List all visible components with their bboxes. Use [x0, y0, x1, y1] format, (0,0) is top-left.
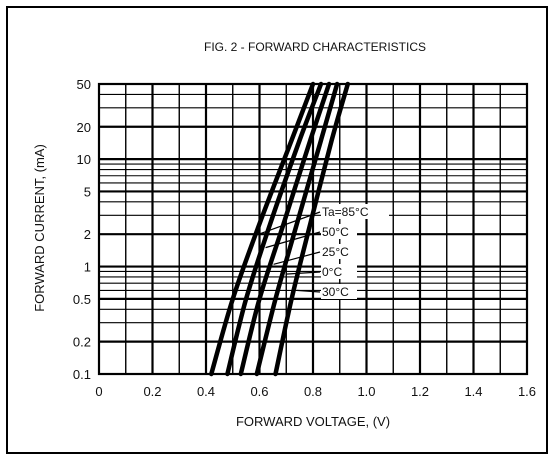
x-axis-ticks: 0 0.2 0.4 0.6 0.8 1.0 1.2 1.4 1.6	[95, 384, 536, 399]
y-tick-label: 1	[84, 260, 91, 275]
series-label: 50°C	[322, 225, 349, 239]
y-tick-label: 20	[77, 120, 91, 135]
series-label-background	[321, 284, 357, 299]
series-line-4	[273, 81, 351, 377]
x-tick-label: 0	[95, 384, 102, 399]
y-tick-label: 2	[84, 227, 91, 242]
label-leader-line	[265, 231, 321, 249]
chart-frame	[6, 6, 548, 454]
y-tick-label: 5	[84, 184, 91, 199]
x-tick-label: 0.8	[304, 384, 322, 399]
y-tick-label: 10	[77, 152, 91, 167]
label-leader-line	[258, 211, 321, 235]
x-tick-label: 1.2	[411, 384, 429, 399]
series-label-background	[321, 244, 357, 259]
series-label: 30°C	[322, 285, 349, 299]
y-tick-label: 0.1	[73, 367, 91, 382]
x-tick-label: 1.6	[518, 384, 536, 399]
x-tick-label: 0.4	[197, 384, 215, 399]
series-label-background	[321, 264, 357, 279]
label-leader-line	[285, 271, 321, 275]
series-label: 0°C	[322, 265, 342, 279]
series-lines	[209, 81, 351, 377]
y-tick-label: 0.2	[73, 335, 91, 350]
chart-title: FIG. 2 - FORWARD CHARACTERISTICS	[204, 40, 426, 54]
x-tick-label: 0.6	[250, 384, 268, 399]
series-line-0	[209, 81, 316, 377]
series-labels: Ta=85°C 50°C 25°C 0°C 30°C	[321, 204, 389, 299]
series-label-background	[321, 224, 357, 239]
x-axis-label: FORWARD VOLTAGE, (V)	[236, 414, 390, 429]
label-leaders	[258, 211, 321, 293]
series-line-1	[225, 81, 324, 377]
y-tick-label: 0.5	[73, 292, 91, 307]
series-label-background	[321, 204, 389, 219]
y-axis-ticks: 0.1 0.2 0.5 1 2 5 10 20 50	[73, 77, 91, 382]
y-axis-label: FORWARD CURRENT, (mA)	[32, 144, 47, 312]
label-leader-line	[296, 289, 321, 293]
label-leader-line	[273, 251, 321, 265]
series-line-3	[254, 81, 340, 377]
series-line-2	[238, 81, 332, 377]
x-tick-label: 1.4	[464, 384, 482, 399]
series-label: 25°C	[322, 245, 349, 259]
series-label: Ta=85°C	[322, 205, 369, 219]
x-tick-label: 0.2	[143, 384, 161, 399]
y-tick-label: 50	[77, 77, 91, 92]
x-tick-label: 1.0	[357, 384, 375, 399]
